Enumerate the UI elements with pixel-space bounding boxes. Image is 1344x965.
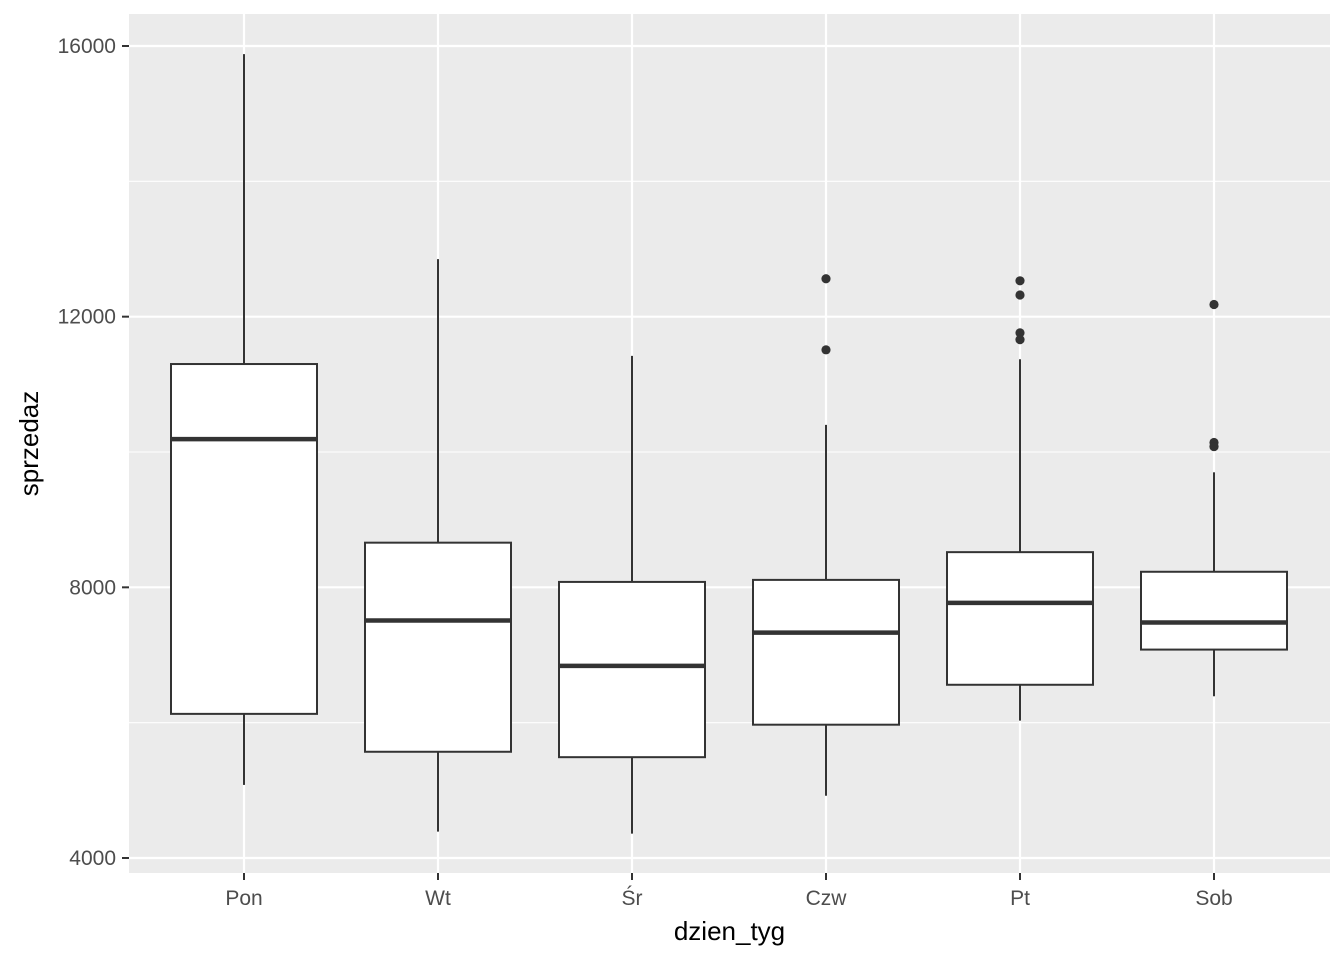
box-3	[558, 355, 706, 834]
outlier-point	[1015, 335, 1025, 345]
box-iqr	[558, 580, 706, 759]
y-tick-label: 4000	[69, 847, 116, 870]
box-iqr	[170, 363, 318, 715]
grid-minor	[129, 180, 1330, 724]
x-tick-label: Śr	[622, 886, 643, 910]
box-2	[364, 259, 512, 832]
box-iqr	[946, 551, 1094, 686]
x-tick-label: Pon	[225, 887, 262, 910]
y-axis-ticks: 4000 8000 12000 16000	[58, 35, 129, 870]
y-tick-label: 12000	[58, 306, 116, 329]
x-tick-label: Wt	[425, 887, 451, 910]
outlier-point	[1015, 290, 1025, 300]
x-axis-ticks: Pon Wt Śr Czw Pt Sob	[225, 873, 1233, 910]
y-axis-title: sprzedaz	[14, 391, 44, 497]
box-4	[752, 274, 900, 796]
y-tick-label: 16000	[58, 35, 116, 58]
box-6	[1140, 299, 1288, 697]
box-5	[946, 276, 1094, 721]
x-tick-label: Pt	[1010, 887, 1030, 910]
outlier-point	[1015, 328, 1025, 338]
boxes	[170, 54, 1288, 834]
outlier-point	[821, 274, 831, 284]
box-iqr	[364, 541, 512, 753]
x-tick-label: Czw	[806, 887, 848, 910]
x-axis-title: dzien_tyg	[674, 916, 785, 946]
outlier-point	[1209, 299, 1219, 310]
y-tick-label: 8000	[69, 576, 116, 599]
box-1	[170, 54, 318, 785]
panel-background	[129, 14, 1330, 873]
x-tick-label: Sob	[1195, 887, 1232, 910]
outlier-point	[1209, 441, 1219, 452]
outlier-point	[1015, 276, 1025, 286]
outlier-point	[821, 345, 831, 355]
box-iqr	[752, 578, 900, 726]
box-iqr	[1140, 570, 1288, 651]
